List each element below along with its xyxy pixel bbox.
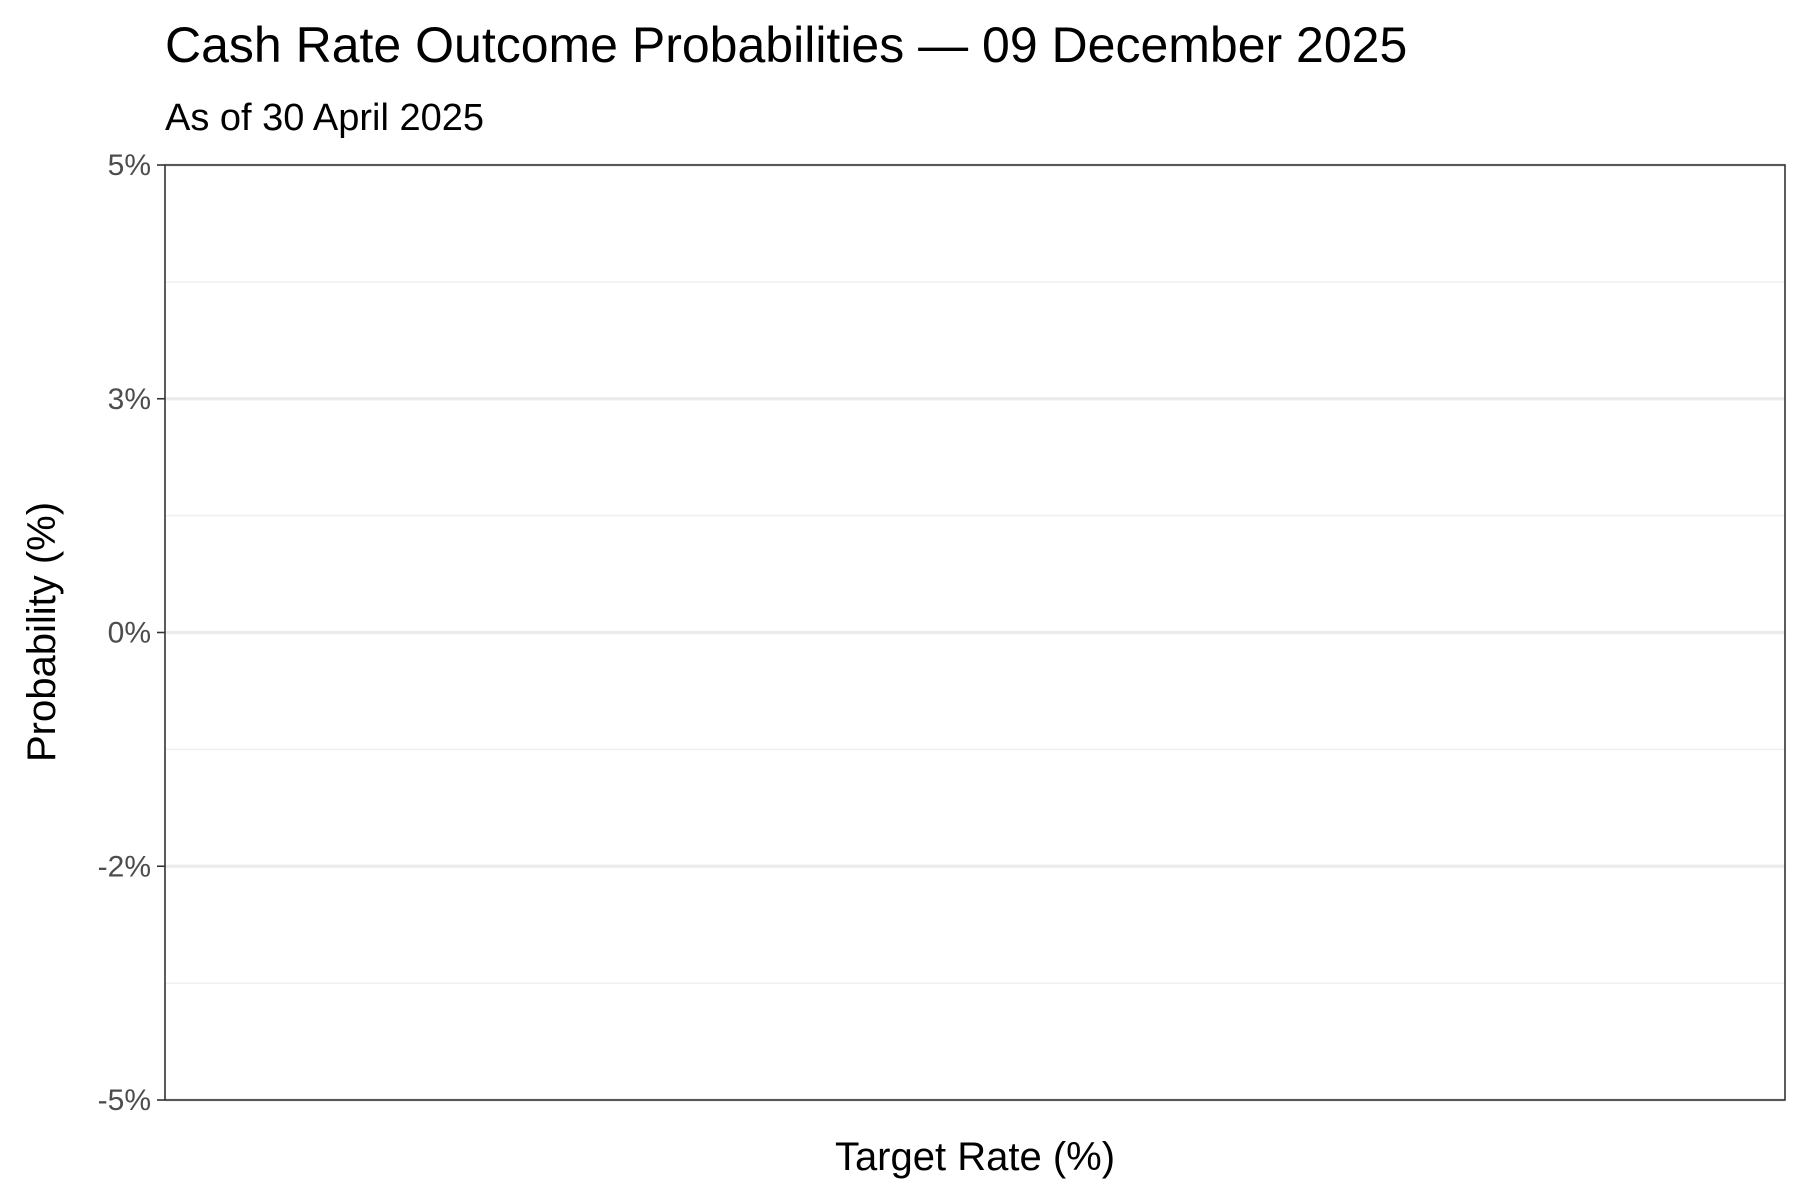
- y-axis-title: Probability (%): [20, 502, 64, 762]
- y-tick-label: 3%: [108, 383, 151, 416]
- y-tick-label: -5%: [98, 1084, 151, 1117]
- chart-title: Cash Rate Outcome Probabilities — 09 Dec…: [165, 17, 1407, 73]
- x-axis-title: Target Rate (%): [835, 1135, 1115, 1179]
- y-tick-label: 5%: [108, 149, 151, 182]
- plot-panel: [164, 163, 1786, 1102]
- y-tick-label: -2%: [98, 850, 151, 883]
- y-axis: -5% -2% 0% 3% 5%: [98, 149, 165, 1117]
- chart-subtitle: As of 30 April 2025: [165, 97, 484, 139]
- y-tick-label: 0%: [108, 617, 151, 650]
- minor-gridlines: [165, 281, 1785, 984]
